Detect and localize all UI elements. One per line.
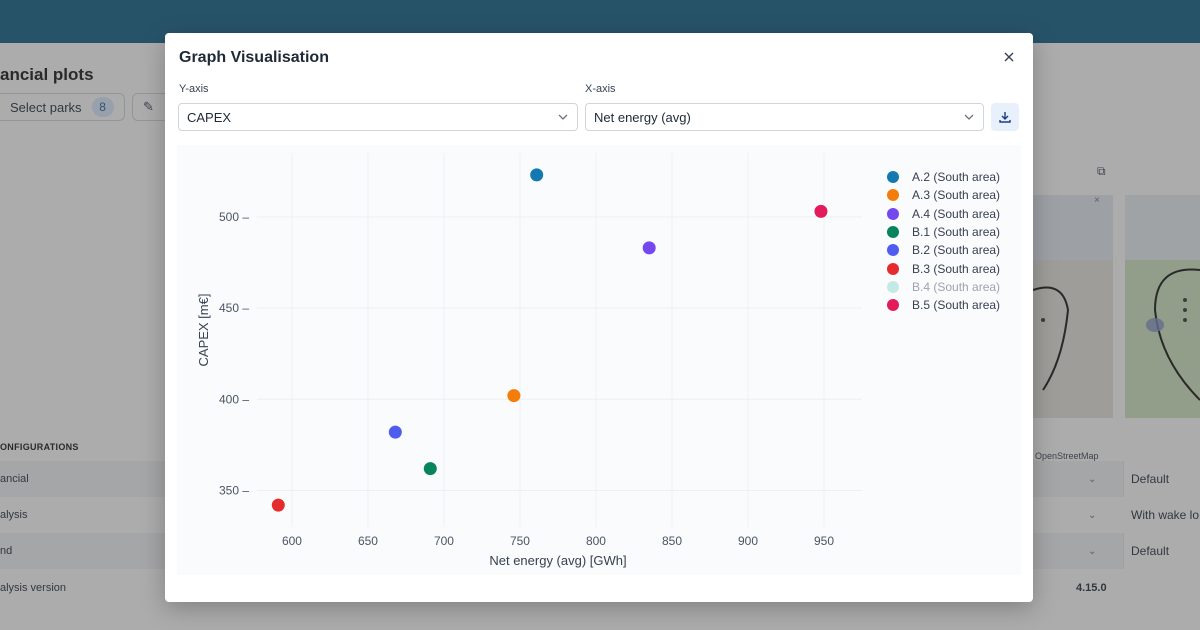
config-row-label: ancial [0,473,29,485]
chart-grid [257,153,862,527]
copy-icon[interactable]: ⧉ [1097,164,1106,178]
x-tick-label: 800 [586,534,606,548]
page-title: ancial plots [0,65,94,84]
legend-marker-icon [887,299,899,312]
x-tick-label: 600 [282,534,302,548]
config-row[interactable]: alysis ⌄ With wake lo [0,497,1200,533]
legend-marker-icon [887,207,899,220]
x-tick-label: 950 [814,534,834,548]
edit-icon: ✎ [143,99,154,114]
select-parks-label: Select parks [10,99,82,115]
y-axis-label: Y-axis [179,83,209,95]
download-icon [999,112,1011,123]
legend-marker-icon [887,244,899,257]
chart-legend: A.2 (South area) A.3 (South area) A.4 (Sou… [887,168,1000,314]
legend-label: B.5 (South area) [912,298,1001,313]
config-row-value: 4.15.0 [1076,582,1107,594]
legend-item[interactable]: B.3 (South area) [887,259,1000,277]
x-axis-label: X-axis [585,83,616,95]
scatter-chart[interactable]: 350 – 400 – 450 – 500 – 600 650 700 750 800 850 9… [177,145,877,575]
x-tick-label: 650 [358,534,378,548]
config-row-label: alysis [0,509,28,521]
legend-label: B.4 (South area) [912,279,1001,294]
map-image [1125,260,1200,418]
y-axis-select[interactable]: CAPEX [178,103,578,131]
legend-marker-icon [887,189,899,202]
graph-visualisation-modal: Graph Visualisation Y-axis CAPEX X-axis … [165,33,1033,602]
configurations-heading: ONFIGURATIONS [0,442,79,452]
select-parks-button[interactable]: Select parks 8 [0,93,125,121]
legend-item[interactable]: B.5 (South area) [887,296,1000,314]
y-tick-label: 500 – [219,210,249,224]
chart-area: 350 – 400 – 450 – 500 – 600 650 700 750 800 850 9… [177,145,1021,575]
data-point[interactable] [814,204,828,218]
map-image [1032,260,1113,418]
edit-button[interactable]: ✎ [132,93,170,121]
chevron-down-icon: ⌄ [1088,509,1097,521]
data-point[interactable] [642,241,656,255]
map-attribution[interactable]: OpenStreetMap [1035,451,1099,461]
modal-title: Graph Visualisation [179,49,329,66]
x-axis-title: Net energy (avg) [GWh] [489,553,626,568]
chevron-down-icon [558,114,568,120]
config-row-label: nd [0,545,13,557]
y-tick-label: 400 – [219,392,249,406]
config-row-value: Default [1131,472,1170,486]
legend-item[interactable]: B.4 (South area) [887,278,1000,296]
data-point[interactable] [271,498,285,512]
close-button[interactable] [999,47,1019,67]
legend-label: B.1 (South area) [912,225,1001,240]
x-axis-value: Net energy (avg) [594,109,691,125]
legend-label: A.3 (South area) [912,188,1001,203]
legend-item[interactable]: A.2 (South area) [887,168,1000,186]
x-tick-label: 850 [662,534,682,548]
data-point[interactable] [423,462,437,476]
data-point[interactable] [507,389,521,403]
legend-marker-icon [887,280,899,293]
y-tick-label: 450 – [219,301,249,315]
close-icon [1004,52,1014,62]
chevron-down-icon [964,114,974,120]
x-tick-label: 750 [510,534,530,548]
chevron-down-icon: ⌄ [1088,545,1097,557]
config-row: alysis version 4.15.0 [0,570,1200,606]
data-point[interactable] [530,168,544,182]
legend-label: B.3 (South area) [912,261,1001,276]
legend-item[interactable]: A.3 (South area) [887,186,1000,204]
download-button[interactable] [991,103,1019,131]
select-parks-count-badge: 8 [91,97,114,117]
x-axis-select[interactable]: Net energy (avg) [585,103,984,131]
map-card [1125,195,1200,418]
legend-label: B.2 (South area) [912,243,1001,258]
legend-item[interactable]: B.1 (South area) [887,223,1000,241]
config-row-value: With wake lo [1131,508,1200,522]
legend-marker-icon [887,171,899,184]
y-axis-value: CAPEX [187,109,232,125]
legend-item[interactable]: B.2 (South area) [887,241,1000,259]
legend-marker-icon [887,262,899,275]
y-tick-label: 350 – [219,484,249,498]
x-tick-label: 900 [738,534,758,548]
legend-label: A.4 (South area) [912,206,1001,221]
legend-label: A.2 (South area) [912,170,1001,185]
chevron-down-icon: ⌄ [1088,473,1097,485]
y-axis-ticks: 350 – 400 – 450 – 500 – [219,210,249,498]
x-tick-label: 700 [434,534,454,548]
y-axis-title: CAPEX [m€] [196,294,211,367]
map-card [1032,195,1113,418]
config-row-value: Default [1131,544,1170,558]
legend-marker-icon [887,226,899,239]
close-icon[interactable]: × [1094,195,1100,206]
legend-item[interactable]: A.4 (South area) [887,205,1000,223]
config-row-label: alysis version [0,582,67,594]
data-points [271,168,828,512]
x-axis-ticks: 600 650 700 750 800 850 900 950 [282,534,834,548]
data-point[interactable] [388,425,402,439]
